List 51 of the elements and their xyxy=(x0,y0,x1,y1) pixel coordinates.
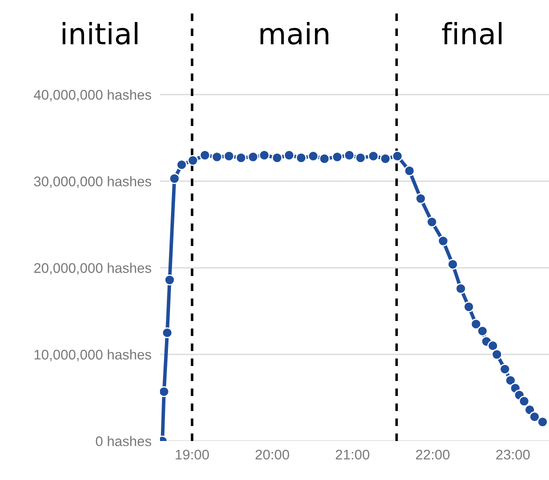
point xyxy=(455,283,466,294)
x-tick-label: 22:00 xyxy=(416,450,450,460)
x-tick-label: 21:00 xyxy=(336,450,370,460)
point xyxy=(200,150,210,161)
annotation: main xyxy=(260,22,328,45)
point xyxy=(236,152,246,164)
point xyxy=(487,340,498,352)
point xyxy=(529,411,540,422)
point xyxy=(224,150,234,162)
point xyxy=(518,396,530,407)
x-tick-label: 20:00 xyxy=(256,450,290,460)
text: initial xyxy=(62,22,138,45)
point xyxy=(438,236,449,246)
point xyxy=(470,318,482,330)
x-tick-label: 19:00 xyxy=(176,450,209,460)
point xyxy=(463,301,474,312)
x-tick-label: 23:00 xyxy=(496,450,530,460)
point xyxy=(332,152,343,162)
y-tick-label: 10,000,000 hashes xyxy=(34,349,152,362)
annotation: final xyxy=(442,22,502,45)
point xyxy=(187,155,198,166)
point xyxy=(537,416,548,428)
point xyxy=(296,152,307,164)
point xyxy=(176,159,188,170)
point xyxy=(355,152,366,164)
point xyxy=(169,173,180,184)
point xyxy=(344,150,355,161)
y-tick-label: 30,000,000 hashes xyxy=(34,176,152,188)
point xyxy=(404,165,415,176)
point xyxy=(248,152,258,162)
point xyxy=(258,150,270,161)
point xyxy=(284,150,295,161)
point xyxy=(164,274,176,286)
point xyxy=(162,327,173,338)
point xyxy=(392,150,403,162)
point xyxy=(272,152,283,164)
y-tick-label: 20,000,000 hashes xyxy=(34,262,152,275)
y-tick-label: 0 hashes xyxy=(96,436,152,446)
point xyxy=(447,258,458,270)
point xyxy=(499,364,510,375)
y-tick-label: 40,000,000 hashes xyxy=(34,90,152,102)
point xyxy=(212,152,222,162)
point xyxy=(477,326,488,336)
point xyxy=(380,153,391,164)
point xyxy=(426,216,438,228)
point xyxy=(368,150,379,162)
point xyxy=(491,348,502,360)
point xyxy=(319,153,330,164)
point xyxy=(505,374,516,386)
point xyxy=(308,150,319,162)
point xyxy=(415,193,426,204)
